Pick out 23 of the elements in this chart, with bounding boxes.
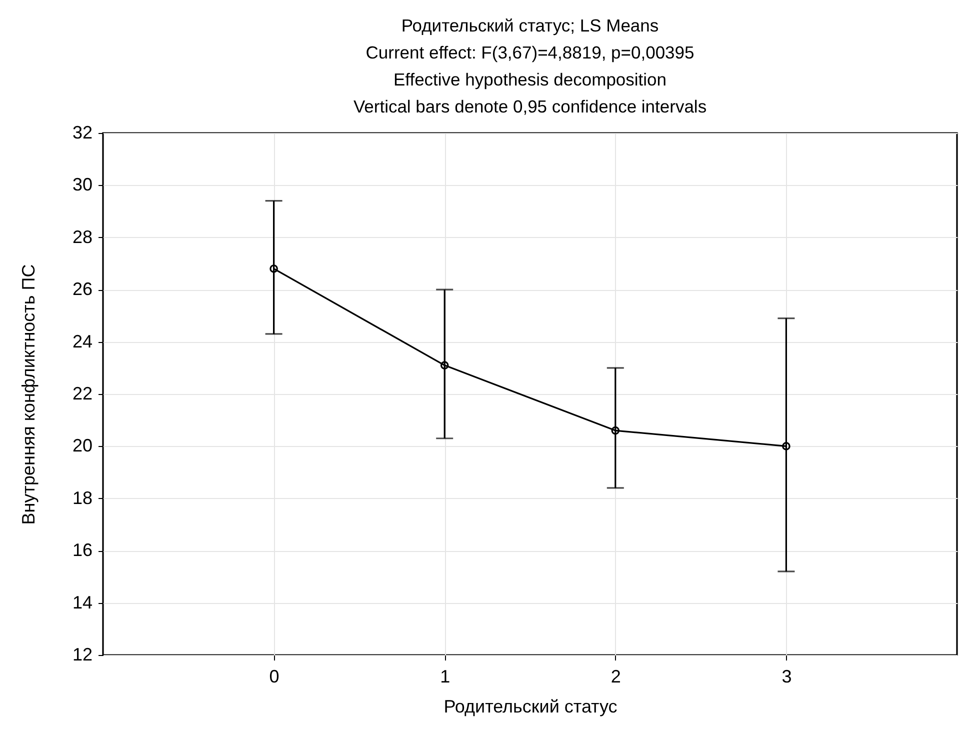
y-tick-label: 30: [72, 174, 92, 195]
x-tick-label: 3: [782, 666, 792, 686]
y-tick-label: 14: [72, 592, 92, 612]
text: Current effect: F(3,67)=4,8819, p=0,00395: [366, 42, 694, 62]
x-tick-label: 0: [269, 666, 280, 686]
y-axis-title: Внутренняя конфликтность ПС: [18, 264, 38, 525]
x-tick-label: 1: [440, 666, 450, 686]
y-tick-label: 22: [72, 384, 92, 404]
x-axis-title: Родительский статус: [444, 696, 618, 716]
y-tick-label: 12: [72, 644, 92, 664]
y-tick-label: 26: [72, 279, 92, 300]
text: Vertical bars denote 0,95 confidence intervals: [353, 96, 707, 116]
text: Effective hypothesis decomposition: [393, 70, 667, 90]
y-tick-label: 28: [72, 226, 92, 247]
point: [440, 361, 449, 370]
chart-title: Родительский статус; LS Means: [401, 16, 659, 36]
y-tick-label: 24: [72, 331, 92, 352]
x-tick-label: 2: [610, 666, 621, 686]
y-tick-label: 20: [72, 436, 92, 456]
y-tick-label: 32: [72, 122, 92, 142]
y-tick-label: 18: [72, 488, 92, 508]
point: [611, 426, 620, 435]
y-tick-label: 16: [72, 540, 92, 560]
